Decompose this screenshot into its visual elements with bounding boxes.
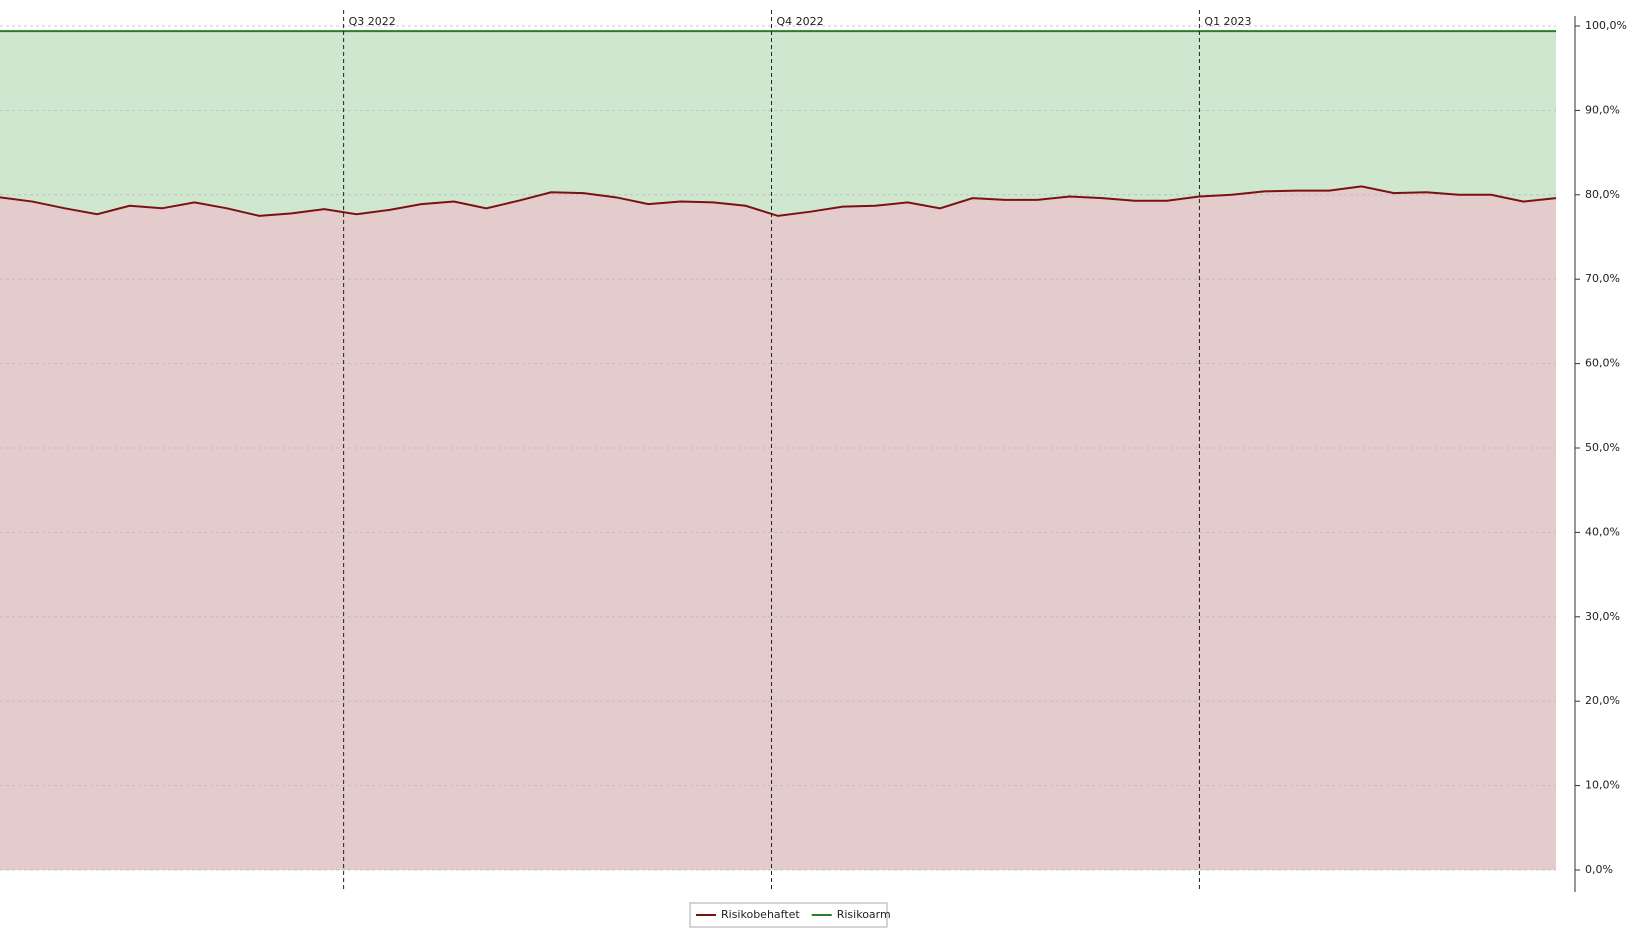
y-tick-label: 0,0% (1585, 863, 1613, 876)
y-tick-label: 10,0% (1585, 779, 1620, 792)
legend-box (689, 902, 888, 928)
y-tick-label: 80,0% (1585, 188, 1620, 201)
legend-label: Risikobehaftet (721, 908, 800, 921)
y-tick-label: 70,0% (1585, 272, 1620, 285)
x-tick-label: Q3 2022 (349, 15, 396, 28)
y-tick-label: 60,0% (1585, 357, 1620, 370)
y-tick-label: 100,0% (1585, 19, 1627, 32)
legend: Risikobehaftet Risikoarm (689, 902, 891, 928)
area (0, 31, 1556, 216)
y-tick-label: 20,0% (1585, 694, 1620, 707)
area (0, 186, 1556, 871)
y-tick-label: 40,0% (1585, 525, 1620, 538)
line (0, 185, 1557, 217)
x-tick-label: Q1 2023 (1204, 15, 1251, 28)
y-tick-label: 50,0% (1585, 441, 1620, 454)
x-tick-label: Q4 2022 (777, 15, 824, 28)
y-tick-label: 90,0% (1585, 103, 1620, 116)
legend-label: Risikoarm (837, 908, 891, 921)
y-tick-label: 30,0% (1585, 610, 1620, 623)
